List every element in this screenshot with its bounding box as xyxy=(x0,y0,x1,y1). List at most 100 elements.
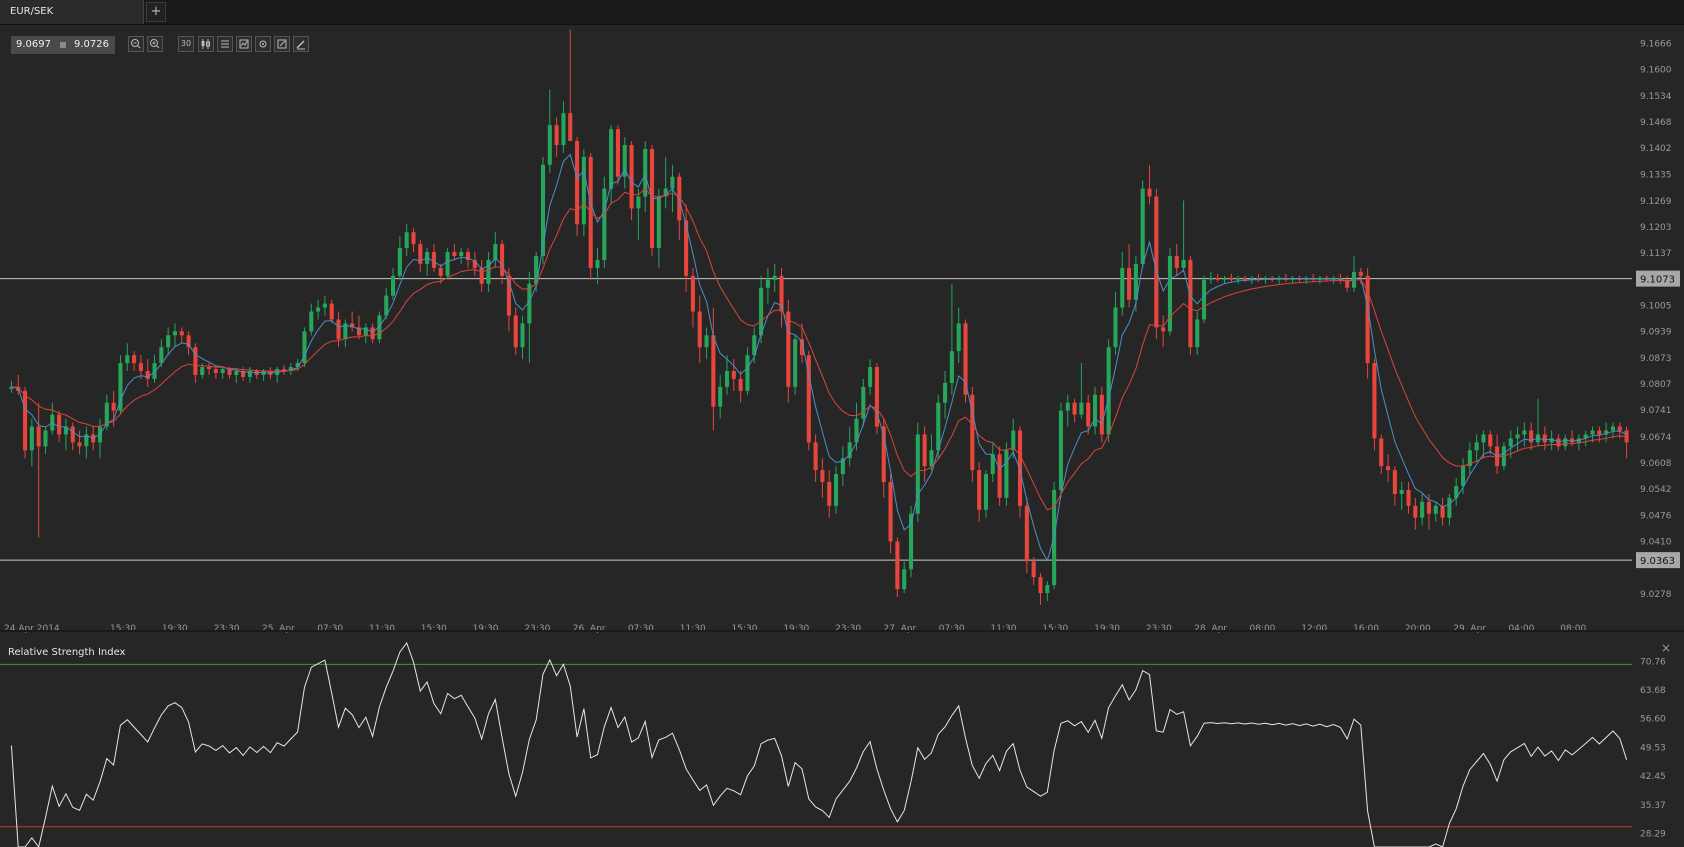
rsi-tick-label: 42.45 xyxy=(1640,772,1666,782)
candle-body xyxy=(479,267,484,284)
candle-body xyxy=(1120,267,1125,308)
candle-body xyxy=(881,426,886,483)
candle-body xyxy=(22,390,28,451)
candle-body xyxy=(990,454,995,475)
close-icon[interactable]: × xyxy=(1661,641,1672,655)
candle-body xyxy=(36,426,41,447)
candle-body xyxy=(690,275,695,312)
indicators-icon[interactable] xyxy=(217,36,233,52)
zoom-out-icon[interactable] xyxy=(128,36,144,52)
candle-body xyxy=(1127,267,1132,300)
time-tick-label: 15:30 xyxy=(421,624,447,634)
candle-body xyxy=(1604,430,1609,435)
candle-body xyxy=(963,323,968,395)
candle-body xyxy=(1399,489,1404,494)
draw-icon[interactable] xyxy=(274,36,290,52)
price-tick-label: 9.0542 xyxy=(1640,485,1672,495)
candle-body xyxy=(847,442,852,459)
candle-body xyxy=(1426,501,1431,514)
candle-body xyxy=(84,434,89,447)
candle-body xyxy=(874,367,879,427)
candle-body xyxy=(43,430,48,447)
chart-canvas[interactable]: 9.1666 9.1600 9.1534 9.1468 9.1402 9.1335 9.12… xyxy=(0,25,1684,847)
candle-body xyxy=(132,355,137,364)
price-tag-label: 9.1073 xyxy=(1640,275,1675,286)
candle-body xyxy=(956,323,961,352)
candle-body xyxy=(459,252,464,257)
candle-body xyxy=(356,327,362,336)
candle-body xyxy=(622,144,627,177)
candle-body xyxy=(1365,275,1370,364)
candle-body xyxy=(1590,430,1595,435)
candle-body xyxy=(595,259,600,268)
candle-body xyxy=(316,307,321,312)
candle-body xyxy=(281,369,287,371)
candle-body xyxy=(520,323,525,348)
candle-body xyxy=(575,141,580,225)
candle-body xyxy=(1092,394,1098,427)
candle-body xyxy=(397,248,402,276)
candle-body xyxy=(922,434,927,467)
candle-body xyxy=(493,244,498,260)
candle-body xyxy=(1215,277,1220,280)
candle-body xyxy=(738,378,743,391)
candle-body xyxy=(724,370,730,387)
candle-body xyxy=(1133,263,1138,300)
time-tick-label: 19:30 xyxy=(162,624,188,634)
candle-body xyxy=(718,386,723,407)
settings-icon[interactable] xyxy=(255,36,271,52)
candle-body xyxy=(159,347,164,364)
add-tab-button[interactable]: + xyxy=(146,2,166,22)
candle-body xyxy=(200,367,205,375)
candle-body xyxy=(1392,470,1397,494)
candle-body xyxy=(1099,394,1104,435)
candle-body xyxy=(711,335,716,407)
candle-body xyxy=(1195,319,1200,348)
candle-body xyxy=(329,303,334,320)
candle-body xyxy=(656,196,661,249)
time-tick-label: 28. Apr xyxy=(1194,624,1227,634)
candle-body xyxy=(1202,279,1207,320)
candle-body xyxy=(193,347,198,375)
candle-body xyxy=(1038,577,1043,594)
candle-body xyxy=(629,144,634,209)
tab-eursek[interactable]: EUR/SEK xyxy=(0,0,144,24)
candle-body xyxy=(1345,279,1350,288)
candle-body xyxy=(77,442,82,447)
tab-label: EUR/SEK xyxy=(10,6,54,17)
candle-body xyxy=(111,402,116,411)
zoom-in-icon[interactable] xyxy=(147,36,163,52)
candle-body xyxy=(1161,327,1166,332)
time-tick-label: 15:30 xyxy=(732,624,758,634)
candle-body xyxy=(452,252,457,257)
candle-body xyxy=(234,370,239,375)
period-30-icon[interactable]: 30 xyxy=(178,36,194,52)
candles-icon[interactable] xyxy=(198,36,214,52)
time-tick-label: 27. Apr xyxy=(884,624,917,634)
price-tick-label: 9.1534 xyxy=(1640,92,1672,102)
candle-body xyxy=(602,188,607,260)
candle-body xyxy=(1079,402,1084,415)
price-tick-label: 9.1335 xyxy=(1640,171,1672,181)
candle-body xyxy=(554,125,559,145)
compare-icon[interactable] xyxy=(236,36,252,52)
candle-body xyxy=(1447,497,1452,518)
time-tick-label: 25. Apr xyxy=(262,624,295,634)
candle-body xyxy=(145,370,150,379)
time-tick-label: 23:30 xyxy=(214,624,240,634)
time-tick-label: 11:30 xyxy=(991,624,1017,634)
candle-body xyxy=(186,335,191,348)
candle-body xyxy=(1222,277,1227,280)
rsi-line xyxy=(10,641,1628,847)
candle-body xyxy=(745,355,750,391)
candle-body xyxy=(438,267,443,276)
candle-body xyxy=(261,370,266,375)
pencil-icon[interactable] xyxy=(293,36,309,52)
candle-body xyxy=(827,482,832,506)
time-tick-label: 19:30 xyxy=(783,624,809,634)
candle-body xyxy=(411,232,416,245)
candle-body xyxy=(534,256,539,284)
time-tick-label: 08:00 xyxy=(1560,624,1586,634)
candle-body xyxy=(936,402,941,451)
candle-body xyxy=(1113,307,1118,348)
